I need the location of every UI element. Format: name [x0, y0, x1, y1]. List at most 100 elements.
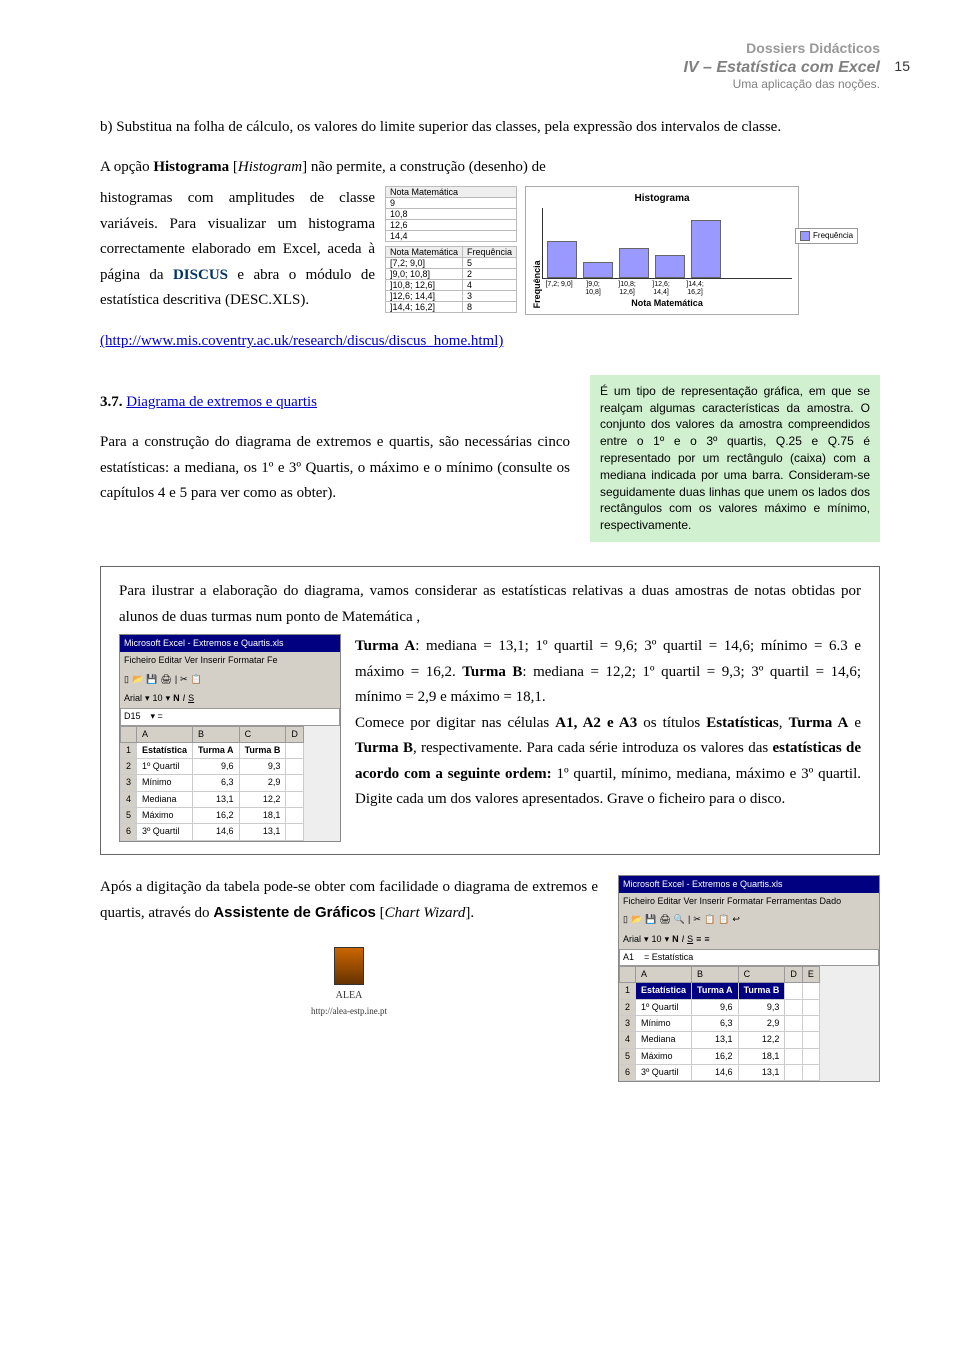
cell: Turma A	[193, 742, 240, 758]
section-37-body: Para a construção do diagrama de extremo…	[100, 430, 570, 507]
cell	[785, 983, 803, 999]
col-header	[620, 967, 636, 983]
header-title: IV – Estatística com Excel	[100, 59, 880, 77]
freq-h1: Nota Matemática	[386, 247, 463, 258]
section-37-title[interactable]: Diagrama de extremos e quartis	[126, 394, 317, 410]
cell	[802, 1048, 819, 1064]
hist-bar	[583, 262, 613, 278]
txt: Turma A	[355, 638, 415, 654]
excel1-cell: D15	[124, 709, 141, 724]
cell	[785, 1015, 803, 1031]
col-header: E	[802, 967, 819, 983]
txt: A opção	[100, 159, 153, 175]
excel1-font-toolbar: Arial▾10▾NIS	[120, 689, 340, 708]
hist-bar	[655, 255, 685, 278]
excel1-menu: Ficheiro Editar Ver Inserir Formatar Fe	[120, 652, 340, 669]
cell	[785, 1048, 803, 1064]
cell: 14,6	[193, 824, 240, 840]
cell: 5	[620, 1048, 636, 1064]
excel2-font-toolbar: Arial▾10▾NIS≡≡	[619, 930, 879, 949]
after-box-text: Após a digitação da tabela pode-se obter…	[100, 875, 598, 1083]
cell: 6,3	[193, 775, 240, 791]
col-header: A	[137, 726, 193, 742]
excel-screenshot-2: Microsoft Excel - Extremos e Quartis.xls…	[618, 875, 880, 1083]
cell: 6,3	[692, 1015, 739, 1031]
excel2-menu: Ficheiro Editar Ver Inserir Formatar Fer…	[619, 893, 879, 910]
excel2-grid: ABCDE1EstatísticaTurma ATurma B21º Quart…	[619, 966, 820, 1081]
excel2-formula: = Estatística	[644, 950, 693, 965]
fcell: ]12,6; 14,4]	[386, 291, 463, 302]
txt: os títulos	[637, 715, 706, 731]
cell: 13,1	[193, 791, 240, 807]
hist-ylabel: Frequência	[532, 222, 542, 308]
excel2-title: Microsoft Excel - Extremos e Quartis.xls	[619, 876, 879, 893]
excel2-size: 10	[652, 932, 662, 947]
hist-title: Histograma	[532, 193, 792, 204]
fcell: 2	[463, 269, 517, 280]
section-num: 3.7.	[100, 394, 126, 410]
cell: 3	[121, 775, 137, 791]
cell	[286, 759, 304, 775]
alea-url: http://alea-estp.ine.pt	[100, 1004, 598, 1019]
cell: 2	[121, 759, 137, 775]
header-dossiers: Dossiers Didácticos	[100, 40, 880, 56]
legend-square-icon	[800, 231, 810, 241]
cell: 3	[620, 1015, 636, 1031]
cell: 3º Quartil	[636, 1064, 692, 1080]
fcell: ]10,8; 12,6]	[386, 280, 463, 291]
col-header: B	[692, 967, 739, 983]
cell	[785, 1032, 803, 1048]
cell: Estatística	[137, 742, 193, 758]
link-discus-full: (http://www.mis.coventry.ac.uk/research/…	[100, 329, 880, 355]
txt: A1, A2 e A3	[555, 715, 637, 731]
fcell: 3	[463, 291, 517, 302]
cell: 4	[121, 791, 137, 807]
cell: 18,1	[239, 808, 286, 824]
cell	[286, 775, 304, 791]
cell: 1	[620, 983, 636, 999]
cell	[286, 742, 304, 758]
fcell: [7,2; 9,0]	[386, 258, 463, 269]
cell: Mediana	[636, 1032, 692, 1048]
hist-xlabel: Nota Matemática	[542, 298, 792, 308]
hist-cat-label: ]12,6; 14,4]	[647, 281, 675, 296]
link-discus-url[interactable]: (http://www.mis.coventry.ac.uk/research/…	[100, 333, 503, 349]
page-header: Dossiers Didácticos IV – Estatística com…	[100, 40, 880, 91]
cell	[286, 791, 304, 807]
cell: 16,2	[193, 808, 240, 824]
cell	[286, 824, 304, 840]
hist-cat-label: ]14,4; 16,2]	[681, 281, 709, 296]
cell: 9,6	[692, 999, 739, 1015]
cell: 9,6	[193, 759, 240, 775]
ital-histogram: Histogram	[238, 159, 302, 175]
hist-bar	[619, 248, 649, 278]
cell: Máximo	[137, 808, 193, 824]
cell: 5	[121, 808, 137, 824]
legend-text: Frequência	[813, 231, 853, 240]
excel2-toolbar: ▯📂💾🖨🔍|✂📋📋↩	[619, 910, 879, 929]
excel1-font: Arial	[124, 691, 142, 706]
col-header: C	[239, 726, 286, 742]
excel1-title: Microsoft Excel - Extremos e Quartis.xls	[120, 635, 340, 652]
col-header: C	[738, 967, 785, 983]
cell: 2,9	[239, 775, 286, 791]
txt: Comece por digitar nas células	[355, 715, 555, 731]
txt: e	[848, 715, 861, 731]
hist-cat-label: ]9,0; 10,8]	[579, 281, 607, 296]
excel2-cell: A1	[623, 950, 634, 965]
excel2-formula-bar: A1 = Estatística	[619, 949, 879, 966]
cell: 14,6	[692, 1064, 739, 1080]
paragraph-histogram: A opção Histograma [Histogram] não permi…	[100, 155, 880, 181]
cell: 9,3	[738, 999, 785, 1015]
figure-histogram-area: Nota Matemática 9 10,8 12,6 14,4 Nota Ma…	[385, 186, 880, 315]
cell: 4	[620, 1032, 636, 1048]
cell	[802, 1015, 819, 1031]
paragraph-histogram-left: histogramas com amplitudes de classe var…	[100, 186, 375, 315]
fcell: 5	[463, 258, 517, 269]
txt: Para ilustrar a elaboração do diagrama, …	[119, 583, 861, 625]
hist-cat-label: ]10,8; 12,6]	[613, 281, 641, 296]
col-header: A	[636, 967, 692, 983]
boxed-example: Para ilustrar a elaboração do diagrama, …	[100, 566, 880, 855]
txt-ital: Chart Wizard	[385, 905, 466, 921]
link-discus-text: DISCUS	[173, 267, 228, 283]
